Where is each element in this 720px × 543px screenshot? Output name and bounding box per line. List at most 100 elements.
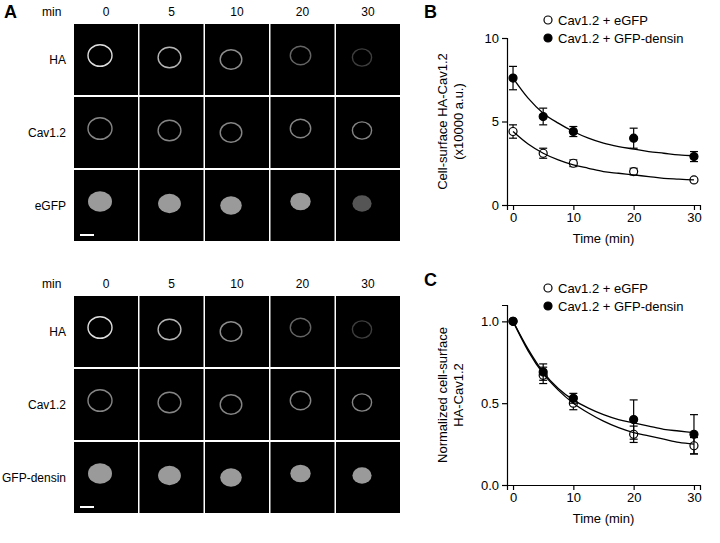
error-bar-cap xyxy=(509,66,517,67)
series xyxy=(509,317,698,454)
micrograph-bg xyxy=(205,97,269,168)
micrograph xyxy=(271,97,335,168)
micrograph xyxy=(271,170,335,241)
tick: 0 xyxy=(492,198,507,213)
micrograph-bg xyxy=(140,296,204,367)
cell-ring xyxy=(88,317,112,339)
marker xyxy=(630,134,638,142)
fit-line xyxy=(513,132,694,180)
cell-fill xyxy=(88,191,112,211)
tick: 1.0 xyxy=(481,314,507,329)
micrograph-bg xyxy=(74,170,138,241)
axis-line xyxy=(508,206,701,211)
axis-line xyxy=(502,306,508,486)
micrograph xyxy=(336,296,400,367)
cell-ring xyxy=(158,392,181,413)
time-label: 0 xyxy=(103,277,110,291)
micrograph-bg xyxy=(336,442,400,513)
tick-label: 20 xyxy=(627,210,641,225)
tick-label: 0.5 xyxy=(481,396,499,411)
cell-ring xyxy=(352,122,371,139)
tick-label: 30 xyxy=(687,210,701,225)
figure: Amin05102030HACav1.2eGFPmin05102030HACav… xyxy=(0,0,720,543)
legend-marker xyxy=(544,302,552,310)
micrograph xyxy=(74,296,138,367)
tick-label: 0 xyxy=(510,210,517,225)
x-axis: 0 10 20 30 xyxy=(508,205,702,225)
series xyxy=(509,66,698,161)
micrograph-bg xyxy=(140,369,204,440)
cell-ring xyxy=(88,390,112,412)
time-label: 30 xyxy=(361,277,375,291)
fit-line xyxy=(513,321,694,432)
panel-label: A xyxy=(4,2,17,22)
micrograph-bg xyxy=(271,170,335,241)
micrograph-bg xyxy=(271,296,335,367)
tick-label: 10 xyxy=(567,210,581,225)
cell-ring xyxy=(88,45,112,67)
row-label: eGFP xyxy=(35,199,66,213)
x-axis: 0102030 xyxy=(508,485,702,505)
tick: 20 xyxy=(627,485,641,505)
legend-label: Cav1.2 + GFP-densin xyxy=(558,299,683,314)
error-bar-cap xyxy=(690,453,698,454)
cell-fill xyxy=(88,463,112,483)
time-label: 5 xyxy=(168,277,175,291)
micrograph xyxy=(205,170,269,241)
tick-label: 1.0 xyxy=(481,314,499,329)
legend-label: Cav1.2 + eGFP xyxy=(558,281,648,296)
micrograph xyxy=(205,442,269,513)
cell-ring xyxy=(88,118,112,140)
error-bar-cap xyxy=(509,89,517,90)
error-bar-cap xyxy=(569,409,577,410)
marker xyxy=(690,153,698,161)
error-bar-cap xyxy=(630,439,638,440)
cell-fill xyxy=(290,465,310,482)
micrograph xyxy=(336,97,400,168)
x-axis-title: Time (min) xyxy=(573,231,635,246)
chart: C01020300.00.51.0Time (min)Normalized ce… xyxy=(424,270,702,526)
scale-bar xyxy=(80,234,94,236)
micrograph-bg xyxy=(336,97,400,168)
tick-label: 10 xyxy=(567,490,581,505)
cell-ring xyxy=(158,120,181,141)
panel-a: Amin05102030HACav1.2eGFPmin05102030HACav… xyxy=(2,2,400,513)
tick: 30 xyxy=(687,485,701,505)
error-bar xyxy=(690,415,698,454)
micrograph-bg xyxy=(205,442,269,513)
time-label: 5 xyxy=(168,5,175,19)
time-unit: min xyxy=(42,277,61,291)
error-bar xyxy=(630,168,638,175)
tick-label: 0.0 xyxy=(481,478,499,493)
legend-marker xyxy=(544,34,552,42)
row-label: Cav1.2 xyxy=(28,398,66,412)
fit-line xyxy=(513,78,694,156)
series xyxy=(509,317,698,454)
micrograph xyxy=(271,296,335,367)
y-axis-title: Cell-surface HA-Cav1.2 xyxy=(435,53,450,190)
panel-label: C xyxy=(424,270,437,290)
legend-label: Cav1.2 + eGFP xyxy=(558,13,648,28)
cell-ring xyxy=(220,395,242,414)
micrograph-bg xyxy=(271,442,335,513)
micrograph xyxy=(74,170,138,241)
micrograph xyxy=(140,442,204,513)
y-axis-title: HA-Cav1.2 xyxy=(451,363,466,427)
micrograph xyxy=(74,442,138,513)
fit-line xyxy=(513,321,694,444)
micrograph xyxy=(140,170,204,241)
marker xyxy=(509,317,517,325)
cell-ring xyxy=(220,322,242,341)
tick-label: 30 xyxy=(687,490,701,505)
cell-ring xyxy=(290,318,310,336)
cell-fill xyxy=(158,194,181,213)
tick: 10 xyxy=(567,485,581,505)
axis-line xyxy=(502,39,508,206)
error-bar-cap xyxy=(690,414,698,415)
micrograph-bg xyxy=(74,296,138,367)
time-unit: min xyxy=(42,5,61,19)
micrograph xyxy=(205,97,269,168)
micrograph xyxy=(205,24,269,95)
error-bar-cap xyxy=(630,128,638,129)
micrograph-bg xyxy=(336,369,400,440)
